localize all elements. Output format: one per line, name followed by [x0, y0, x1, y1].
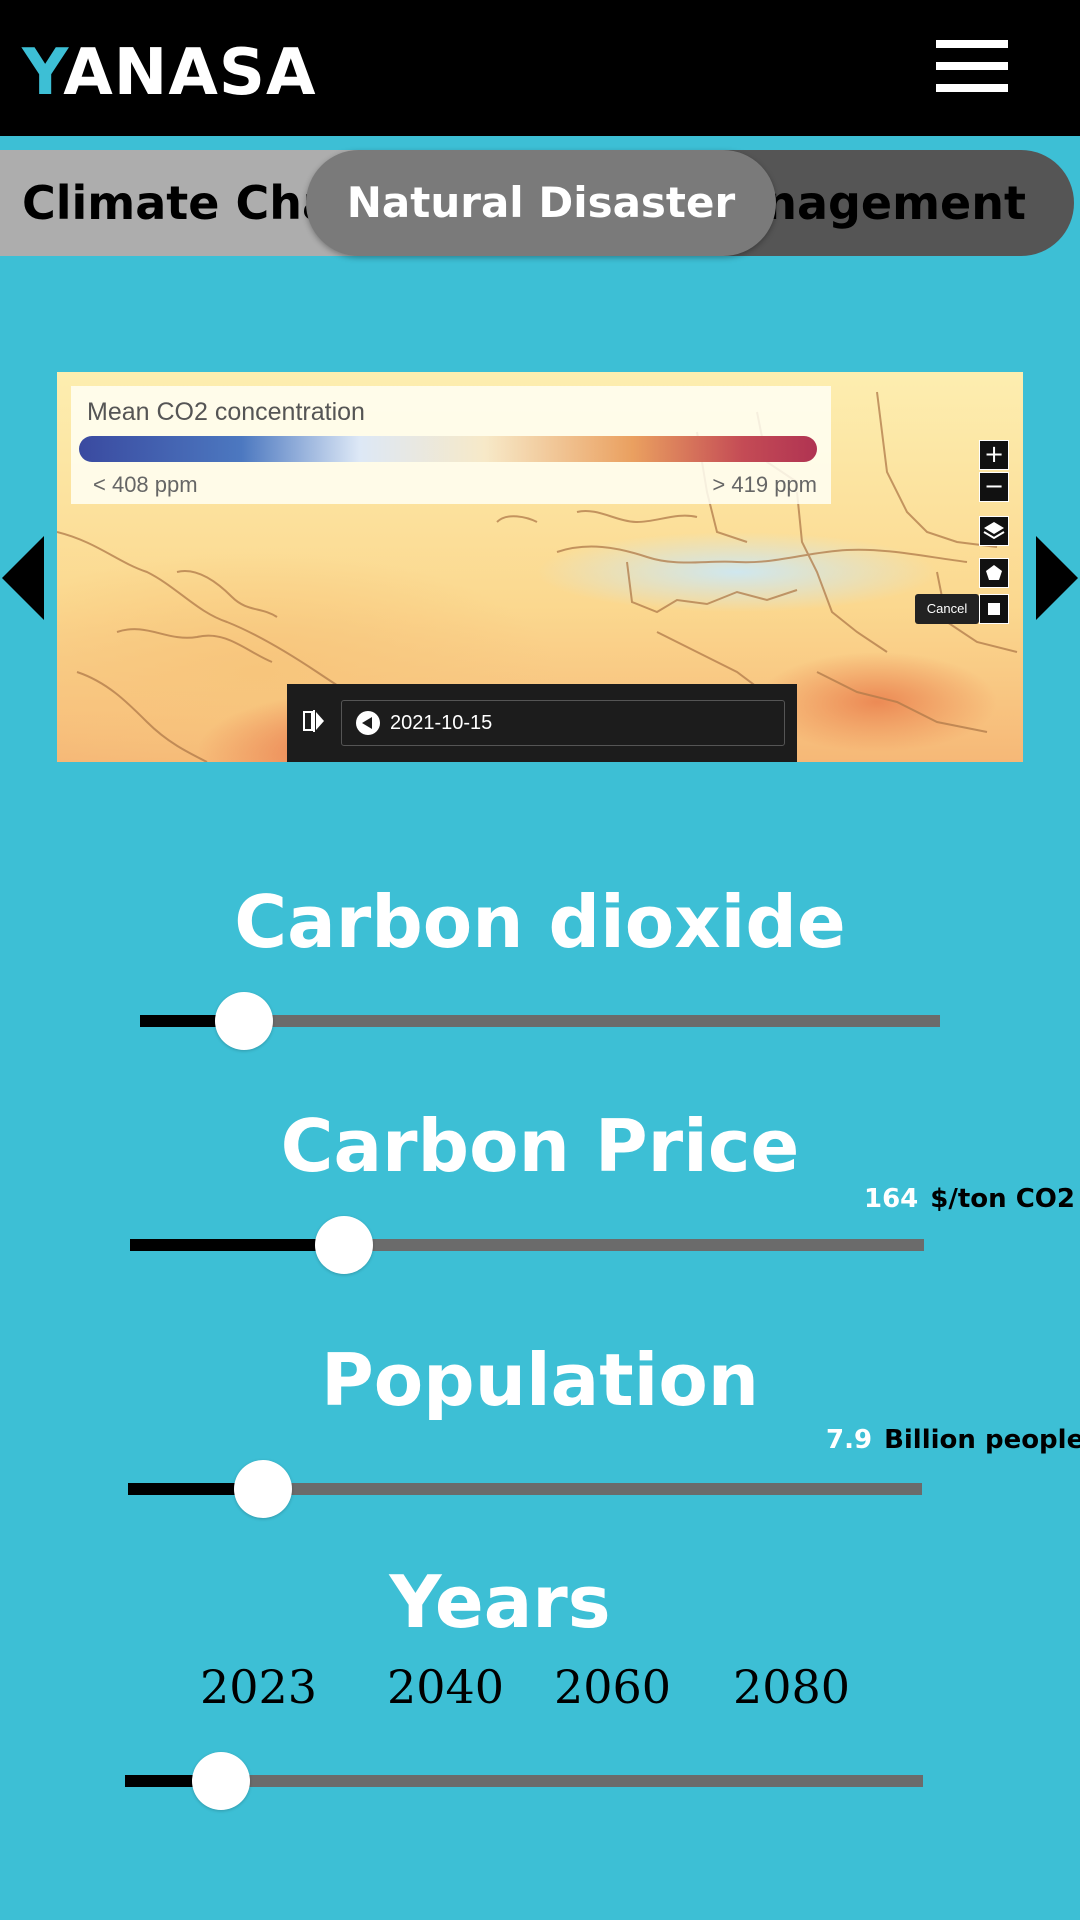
carbon-dioxide-slider[interactable] [140, 992, 940, 1050]
carbon-dioxide-title: Carbon dioxide [234, 880, 846, 964]
carbon-dioxide-slider-thumb[interactable] [215, 992, 273, 1050]
legend-title: Mean CO2 concentration [87, 398, 365, 426]
category-tabs: Climate Cha anagement Natural Disaster [0, 150, 1080, 256]
app-header: YANASA [0, 0, 1080, 136]
legend-min-label: < 408 ppm [93, 472, 198, 497]
years-title: Years [389, 1560, 611, 1644]
year-label: 2060 [554, 1660, 672, 1714]
carbon-price-slider-thumb[interactable] [315, 1216, 374, 1274]
population-slider-fill [128, 1483, 263, 1495]
layers-icon[interactable] [979, 516, 1009, 546]
population-readout: 7.9 Billion people [826, 1425, 1080, 1455]
tab-climate-change-label: Climate Cha [22, 176, 334, 230]
carbon-price-unit: $/ton CO2 [930, 1184, 1075, 1214]
legend-max-label: > 419 ppm [712, 472, 817, 497]
date-value: 2021-10-15 [390, 712, 493, 734]
population-unit: Billion people [884, 1425, 1080, 1455]
draw-polygon-icon[interactable] [979, 558, 1009, 588]
logo-accent-letter: Y [22, 36, 64, 110]
carbon-price-slider-fill [130, 1239, 345, 1251]
time-selector-bar: 2021-10-15 [287, 684, 797, 762]
zoom-in-button[interactable]: + [979, 440, 1009, 470]
years-slider-thumb[interactable] [191, 1752, 250, 1810]
date-picker[interactable]: 2021-10-15 [341, 700, 785, 746]
legend-color-scale [79, 436, 817, 462]
co2-legend: Mean CO2 concentration < 408 ppm > 419 p… [71, 386, 831, 504]
carbon-price-readout: 164 $/ton CO2 [864, 1184, 1075, 1214]
year-label: 2080 [733, 1660, 851, 1714]
tab-natural-disaster-label: Natural Disaster [346, 178, 736, 227]
logo-text: ANASA [63, 36, 317, 110]
population-title: Population [320, 1338, 760, 1422]
zoom-out-button[interactable]: − [979, 472, 1009, 502]
carbon-price-title: Carbon Price [280, 1104, 800, 1188]
carbon-price-value: 164 [864, 1184, 919, 1214]
draw-rectangle-icon[interactable] [979, 594, 1009, 624]
year-labels: 2023 2040 2060 2080 [0, 1660, 1080, 1730]
carousel-next-arrow-icon[interactable] [1036, 536, 1078, 620]
year-label: 2023 [200, 1660, 318, 1714]
population-slider[interactable] [128, 1460, 922, 1518]
app-logo[interactable]: YANASA [22, 36, 316, 110]
compare-icon[interactable] [301, 708, 327, 734]
population-slider-thumb[interactable] [233, 1460, 292, 1518]
population-value: 7.9 [826, 1425, 873, 1455]
carbon-price-slider[interactable] [130, 1216, 924, 1274]
hamburger-menu-icon[interactable] [936, 40, 1008, 92]
timeline-play-icon[interactable] [356, 711, 380, 735]
tab-management-label: anagement [733, 176, 1026, 230]
co2-map[interactable]: Mean CO2 concentration < 408 ppm > 419 p… [57, 372, 1023, 762]
cancel-draw-button[interactable]: Cancel [915, 594, 979, 624]
tab-natural-disaster[interactable]: Natural Disaster [306, 150, 776, 256]
years-slider[interactable] [125, 1752, 923, 1810]
year-label: 2040 [387, 1660, 505, 1714]
carousel-prev-arrow-icon[interactable] [2, 536, 44, 620]
